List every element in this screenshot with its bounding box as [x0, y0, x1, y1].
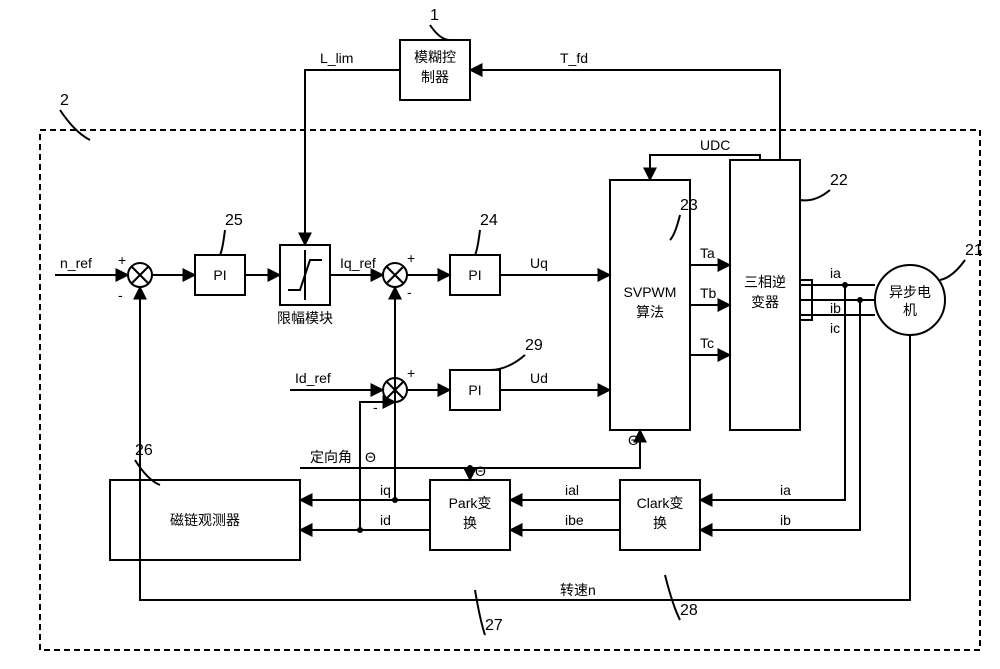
svg-text:Ta: Ta [700, 245, 715, 261]
svg-text:PI: PI [213, 267, 226, 283]
svg-text:+: + [118, 252, 126, 268]
svg-text:23: 23 [680, 197, 698, 214]
svg-text:Clark变: Clark变 [637, 495, 684, 511]
svg-text:Tc: Tc [700, 335, 714, 351]
svg-text:25: 25 [225, 212, 243, 229]
svg-text:n_ref: n_ref [60, 255, 92, 271]
svg-text:UDC: UDC [700, 137, 730, 153]
svg-text:Θ: Θ [475, 463, 486, 479]
svg-text:id: id [380, 512, 391, 528]
svg-text:三相逆: 三相逆 [744, 274, 786, 290]
svg-text:-: - [407, 284, 412, 300]
svg-text:换: 换 [653, 515, 667, 531]
svg-text:Id_ref: Id_ref [295, 370, 331, 386]
svg-text:ibe: ibe [565, 512, 584, 528]
svg-text:机: 机 [903, 302, 917, 318]
svg-text:ib: ib [830, 300, 841, 316]
callout-leader [220, 230, 225, 255]
svg-text:限幅模块: 限幅模块 [277, 310, 333, 326]
svg-text:-: - [118, 287, 123, 303]
svg-text:+: + [407, 250, 415, 266]
wire [305, 70, 400, 245]
svg-text:SVPWM: SVPWM [624, 284, 677, 300]
svg-text:1: 1 [430, 7, 439, 24]
svg-text:iq: iq [380, 482, 391, 498]
svg-text:22: 22 [830, 172, 848, 189]
svg-text:21: 21 [965, 242, 983, 259]
svg-text:Θ: Θ [628, 432, 639, 448]
callout-leader [665, 575, 680, 620]
svg-text:ial: ial [565, 482, 579, 498]
callout-leader [475, 590, 485, 635]
svg-text:Iq_ref: Iq_ref [340, 255, 376, 271]
svg-text:ib: ib [780, 512, 791, 528]
svg-text:转速n: 转速n [560, 582, 596, 598]
svg-text:定向角: 定向角 [310, 449, 352, 465]
svg-text:ic: ic [830, 320, 840, 336]
svg-text:T_fd: T_fd [560, 50, 588, 66]
svg-text:ia: ia [780, 482, 791, 498]
svg-text:24: 24 [480, 212, 498, 229]
callout-leader [475, 230, 480, 255]
svg-text:L_lim: L_lim [320, 50, 353, 66]
wire [360, 402, 383, 530]
svg-text:模糊控: 模糊控 [414, 49, 456, 65]
svg-text:变器: 变器 [751, 294, 779, 310]
svg-text:制器: 制器 [421, 69, 449, 85]
callout-leader [940, 260, 965, 280]
svg-text:PI: PI [468, 382, 481, 398]
svg-text:29: 29 [525, 337, 543, 354]
svg-text:算法: 算法 [636, 304, 664, 320]
svg-text:27: 27 [485, 617, 503, 634]
svg-text:28: 28 [680, 602, 698, 619]
callout-leader [60, 110, 90, 140]
svg-text:Park变: Park变 [449, 495, 492, 511]
wire [470, 70, 780, 160]
svg-text:2: 2 [60, 92, 69, 109]
svg-text:换: 换 [463, 515, 477, 531]
svg-text:Uq: Uq [530, 255, 548, 271]
async-motor [875, 265, 945, 335]
callout-leader [800, 190, 830, 200]
svg-text:26: 26 [135, 442, 153, 459]
svg-text:+: + [407, 365, 415, 381]
svg-text:Tb: Tb [700, 285, 717, 301]
callout-leader [490, 355, 525, 370]
svg-text:磁链观测器: 磁链观测器 [170, 512, 240, 528]
svg-text:Θ: Θ [365, 449, 376, 465]
svg-text:ia: ia [830, 265, 841, 281]
svg-text:Ud: Ud [530, 370, 548, 386]
wire [470, 430, 640, 468]
svg-text:PI: PI [468, 267, 481, 283]
svg-text:异步电: 异步电 [889, 284, 931, 300]
callout-leader [430, 25, 450, 40]
